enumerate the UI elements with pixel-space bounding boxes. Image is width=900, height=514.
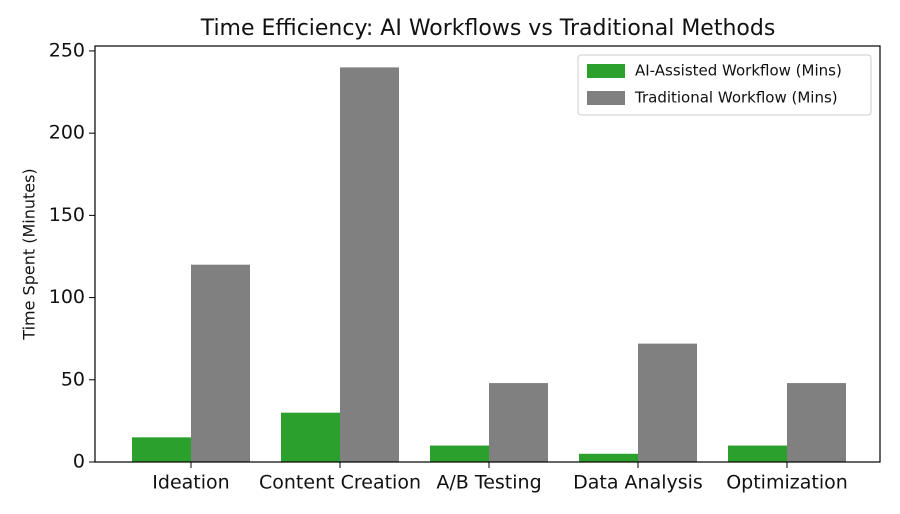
bar: [728, 445, 787, 462]
bar: [638, 343, 697, 462]
bar: [281, 412, 340, 462]
y-tick-label: 250: [49, 39, 85, 61]
legend-label: Traditional Workflow (Mins): [634, 89, 838, 107]
legend-swatch: [587, 91, 625, 105]
legend-box: [577, 54, 872, 116]
bar: [191, 264, 250, 462]
x-tick-label: Ideation: [152, 472, 229, 494]
bar: [430, 445, 489, 462]
bar: [787, 383, 846, 462]
y-tick-label: 200: [49, 122, 85, 144]
x-tick-label: Content Creation: [259, 472, 421, 494]
x-tick-label: Data Analysis: [573, 472, 703, 494]
y-tick-label: 150: [49, 204, 85, 226]
y-tick-label: 0: [73, 451, 85, 473]
plot-frame: [94, 45, 881, 463]
chart-title: Time Efficiency: AI Workflows vs Traditi…: [200, 16, 776, 41]
legend-label: AI-Assisted Workflow (Mins): [635, 62, 842, 80]
bar: [579, 453, 638, 462]
x-tick-label: A/B Testing: [436, 472, 541, 494]
y-axis-label: Time Spent (Minutes): [20, 168, 39, 340]
legend-swatch: [587, 64, 625, 78]
bar: [132, 437, 191, 462]
x-tick-label: Optimization: [726, 472, 848, 494]
y-tick-label: 50: [61, 368, 85, 390]
bar: [340, 67, 399, 463]
bar: [489, 383, 548, 462]
y-tick-label: 100: [49, 286, 85, 308]
